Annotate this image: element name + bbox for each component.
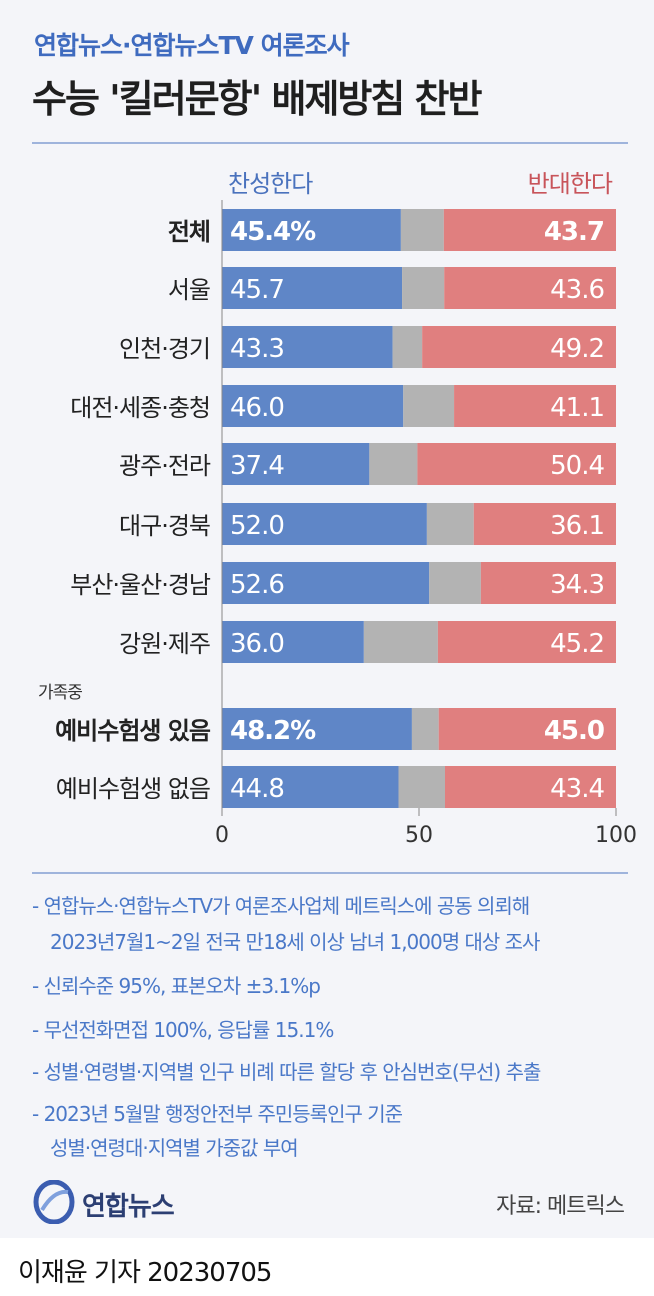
- bar-disagree: [445, 766, 616, 808]
- logo-text: 연합뉴스: [82, 1192, 175, 1222]
- note-line: 2023년7월1~2일 전국 만18세 이상 남녀 1,000명 대상 조사: [50, 930, 540, 954]
- bar-neutral: [369, 443, 418, 485]
- data-label-agree: 45.4%: [230, 217, 316, 247]
- bar-neutral: [400, 209, 444, 251]
- note-line: - 2023년 5월말 행정안전부 주민등록인구 기준: [32, 1102, 403, 1126]
- bar-disagree: [444, 267, 616, 309]
- source-credit: 자료: 메트릭스: [496, 1194, 625, 1219]
- data-label-agree: 45.7: [230, 275, 284, 305]
- byline: 이재윤 기자 20230705: [18, 1258, 272, 1288]
- data-label-disagree: 49.2: [550, 334, 604, 364]
- data-label-agree: 36.0: [230, 629, 284, 659]
- bar-neutral: [411, 708, 439, 750]
- data-label-disagree: 45.2: [550, 629, 604, 659]
- bar-agree: [222, 766, 399, 808]
- category-label: 전체: [168, 218, 210, 246]
- category-label: 부산·울산·경남: [70, 571, 211, 599]
- bar-agree: [222, 562, 430, 604]
- data-label-agree: 52.6: [230, 570, 284, 600]
- bar-agree: [222, 267, 403, 309]
- supertitle: 연합뉴스·연합뉴스TV 여론조사: [34, 31, 350, 60]
- data-label-agree: 52.0: [230, 511, 284, 541]
- bar-disagree: [480, 562, 616, 604]
- x-tick-label: 50: [405, 823, 433, 848]
- bar-agree: [222, 621, 364, 663]
- bar-disagree: [473, 503, 616, 545]
- yonhap-logo-icon: [33, 1180, 75, 1224]
- data-label-disagree: 36.1: [550, 511, 604, 541]
- bar-disagree: [443, 209, 616, 251]
- note-line: - 무선전화면접 100%, 응답률 15.1%: [32, 1018, 334, 1042]
- category-label: 인천·경기: [119, 335, 210, 363]
- bar-agree: [222, 443, 370, 485]
- data-label-disagree: 41.1: [550, 393, 604, 423]
- bar-neutral: [429, 562, 481, 604]
- bar-neutral: [392, 326, 423, 368]
- category-label: 예비수험생 없음: [56, 775, 210, 803]
- bar-agree: [222, 209, 401, 251]
- note-line: - 신뢰수준 95%, 표본오차 ±3.1%p: [32, 974, 321, 998]
- x-tick-label: 0: [215, 823, 229, 848]
- category-label: 대구·경북: [119, 512, 210, 540]
- category-label: 대전·세종·충청: [70, 394, 210, 422]
- infographic-card: 연합뉴스·연합뉴스TV 여론조사 수능 '킬러문항' 배제방침 찬반 찬성한다 …: [0, 0, 654, 1238]
- bar-disagree: [422, 326, 616, 368]
- bar-neutral: [398, 766, 446, 808]
- bar-disagree: [417, 443, 616, 485]
- legend-agree: 찬성한다: [228, 170, 313, 198]
- data-label-agree: 37.4: [230, 451, 284, 481]
- data-label-agree: 43.3: [230, 334, 284, 364]
- category-label: 강원·제주: [119, 630, 210, 658]
- data-label-disagree: 50.4: [550, 451, 604, 481]
- data-label-disagree: 45.0: [544, 716, 604, 746]
- stacked-bar-chart: 전체 45.4% 43.7 서울 45.7 43.6 인천·경기 43.3 49.2 대전·세종·…: [38, 200, 637, 848]
- bar-disagree: [437, 621, 616, 663]
- note-line: 성별·연령대·지역별 가중값 부여: [50, 1136, 299, 1160]
- x-tick-label: 100: [595, 823, 637, 848]
- data-label-disagree: 43.4: [550, 774, 604, 804]
- bar-agree: [222, 385, 404, 427]
- bar-disagree: [438, 708, 616, 750]
- category-label: 광주·전라: [119, 452, 211, 480]
- bar-neutral: [363, 621, 438, 663]
- category-label: 서울: [168, 276, 210, 304]
- data-label-agree: 46.0: [230, 393, 284, 423]
- divider-top: [32, 142, 628, 144]
- bar-agree: [222, 503, 427, 545]
- bar-neutral: [403, 385, 455, 427]
- chart-title: 수능 '킬러문항' 배제방침 찬반: [32, 77, 482, 121]
- data-label-agree: 44.8: [230, 774, 284, 804]
- group-label: 가족중: [38, 683, 82, 703]
- note-line: - 성별·연령별·지역별 인구 비례 따른 할당 후 안심번호(무선) 추출: [32, 1060, 541, 1084]
- bar-disagree: [454, 385, 616, 427]
- bar-agree: [222, 708, 412, 750]
- note-line: - 연합뉴스·연합뉴스TV가 여론조사업체 메트릭스에 공동 의뢰해: [32, 894, 530, 918]
- category-label: 예비수험생 있음: [55, 717, 211, 745]
- data-label-disagree: 43.6: [550, 275, 604, 305]
- data-label-disagree: 34.3: [550, 570, 604, 600]
- data-label-agree: 48.2%: [230, 716, 316, 746]
- legend-disagree: 반대한다: [527, 170, 613, 198]
- bar-agree: [222, 326, 393, 368]
- bar-neutral: [402, 267, 445, 309]
- data-label-disagree: 43.7: [544, 217, 604, 247]
- divider-bottom: [32, 872, 628, 874]
- bar-neutral: [426, 503, 474, 545]
